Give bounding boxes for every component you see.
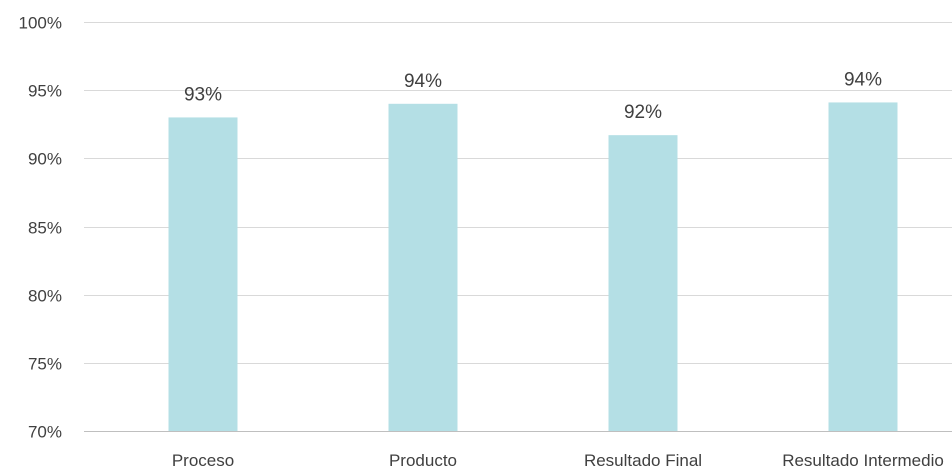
bar: [388, 103, 458, 432]
data-label: 94%: [844, 69, 882, 90]
bar: [168, 117, 238, 431]
y-tick-label: 70%: [28, 423, 62, 442]
y-tick-label: 85%: [28, 219, 62, 238]
data-label: 92%: [624, 102, 662, 123]
bars: [168, 102, 898, 432]
bar: [608, 135, 678, 431]
y-tick-label: 100%: [19, 14, 62, 33]
x-tick-label: Resultado Intermedio: [782, 451, 944, 470]
y-tick-label: 75%: [28, 355, 62, 374]
bar: [828, 102, 898, 431]
x-tick-label: Producto: [389, 451, 457, 470]
data-labels: 93% 94% 92% 94%: [184, 69, 882, 123]
data-label: 93%: [184, 84, 222, 105]
x-axis-ticks: Proceso Producto Resultado Final Resultado …: [172, 451, 944, 470]
y-tick-label: 80%: [28, 287, 62, 306]
x-tick-label: Proceso: [172, 451, 234, 470]
y-axis-ticks: 70% 75% 80% 85% 90% 95% 100%: [19, 14, 62, 442]
y-tick-label: 90%: [28, 150, 62, 169]
x-tick-label: Resultado Final: [584, 451, 702, 470]
y-tick-label: 95%: [28, 82, 62, 101]
data-label: 94%: [404, 71, 442, 92]
